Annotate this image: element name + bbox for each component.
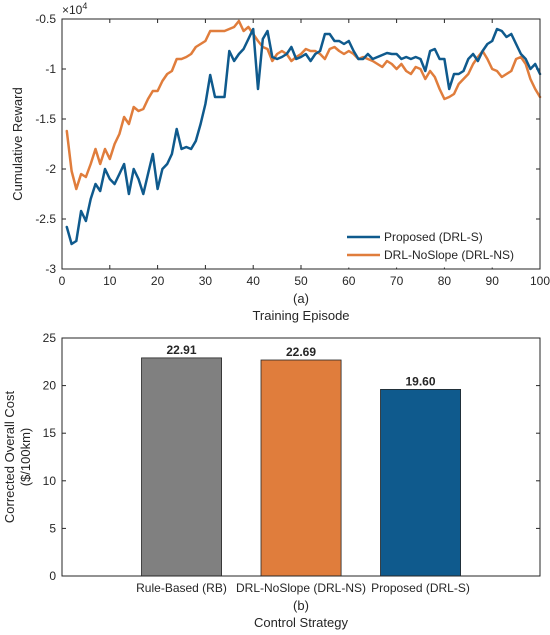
legend-label-proposed: Proposed (DRL-S) [384, 230, 483, 244]
x-tick-label: Rule-Based (RB) [136, 581, 227, 595]
x-tick-label: 90 [486, 274, 500, 288]
x-tick-label: 0 [59, 274, 66, 288]
x-tick-label: 100 [530, 274, 550, 288]
series-line-drl-noslope [65, 19, 542, 191]
line-chart-y-axis-label: Cumulative Reward [10, 87, 25, 200]
y-tick-label: 20 [43, 379, 57, 393]
x-tick-label: 10 [103, 274, 117, 288]
y-tick-label: -1.5 [35, 112, 56, 126]
line-chart-caption: (a) [293, 291, 309, 306]
bar-value-label: 22.69 [286, 345, 316, 359]
y-tick-label: -1 [45, 62, 56, 76]
legend-label-drl-noslope: DRL-NoSlope (DRL-NS) [384, 248, 514, 262]
x-tick-label: 40 [247, 274, 261, 288]
y-tick-label: 5 [49, 521, 56, 535]
y-axis-label-line-1: Corrected Overall Cost [2, 391, 17, 524]
x-tick-label: 20 [151, 274, 165, 288]
line-chart-exponent-label: ×104 [62, 1, 87, 17]
x-tick-label: 80 [438, 274, 452, 288]
exponent-base: ×10 [62, 3, 83, 17]
y-axis-label-line-2: ($/100km) [18, 428, 33, 487]
line-chart-x-axis-label: Training Episode [252, 308, 349, 323]
y-tick-label: -3 [45, 262, 56, 276]
exponent-power: 4 [82, 1, 87, 11]
line-chart-series-group [65, 19, 542, 246]
y-tick-label: -2.5 [35, 212, 56, 226]
bar-chart-frame [61, 337, 541, 577]
line-chart-y-tick-labels: -3 -2.5 -2 -1.5 -1 -0.5 [35, 12, 56, 276]
bar-value-label: 22.91 [166, 343, 196, 357]
y-tick-label: 10 [43, 474, 57, 488]
line-chart-legend: Proposed (DRL-S) DRL-NoSlope (DRL-NS) [339, 224, 539, 268]
y-tick-label: 25 [43, 331, 57, 345]
bar-chart-caption: (b) [293, 598, 309, 613]
x-tick-label: 50 [294, 274, 308, 288]
x-tick-label: 30 [199, 274, 213, 288]
x-tick-label: Proposed (DRL-S) [371, 581, 470, 595]
y-tick-label: 15 [43, 426, 57, 440]
y-tick-label: -0.5 [35, 12, 56, 26]
bar-value-label: 19.60 [405, 374, 435, 388]
bar-chart-y-tick-labels: 0 5 10 15 20 25 [43, 331, 57, 583]
y-tick-label: -2 [45, 162, 56, 176]
series-line-proposed [65, 27, 542, 246]
bar-0 [141, 357, 222, 577]
line-chart-frame [61, 18, 541, 270]
bar-2 [380, 388, 461, 577]
bar-chart: 0 5 10 15 20 25 Rule-Based (RB) DRL-NoSlope (D… [2, 331, 541, 630]
x-tick-label: 60 [342, 274, 356, 288]
legend-box [339, 224, 539, 268]
bar-1 [260, 359, 342, 577]
bar-chart-value-labels: 22.91 22.69 19.60 [166, 343, 435, 389]
line-chart: 0 10 20 30 40 50 60 70 80 90 100 -3 -2.5 -2 -1.5 -1 -0.… [10, 1, 550, 323]
x-tick-label: 70 [390, 274, 404, 288]
bar-chart-x-tick-labels: Rule-Based (RB) DRL-NoSlope (DRL-NS) Propo… [136, 581, 470, 595]
bar-chart-y-axis-label: Corrected Overall Cost($/100km) [2, 391, 33, 524]
bar-chart-bars [141, 357, 461, 577]
y-tick-label: 0 [49, 569, 56, 583]
bar-chart-x-axis-label: Control Strategy [254, 615, 348, 630]
line-chart-x-tick-labels: 0 10 20 30 40 50 60 70 80 90 100 [59, 274, 550, 288]
x-tick-label: DRL-NoSlope (DRL-NS) [236, 581, 366, 595]
